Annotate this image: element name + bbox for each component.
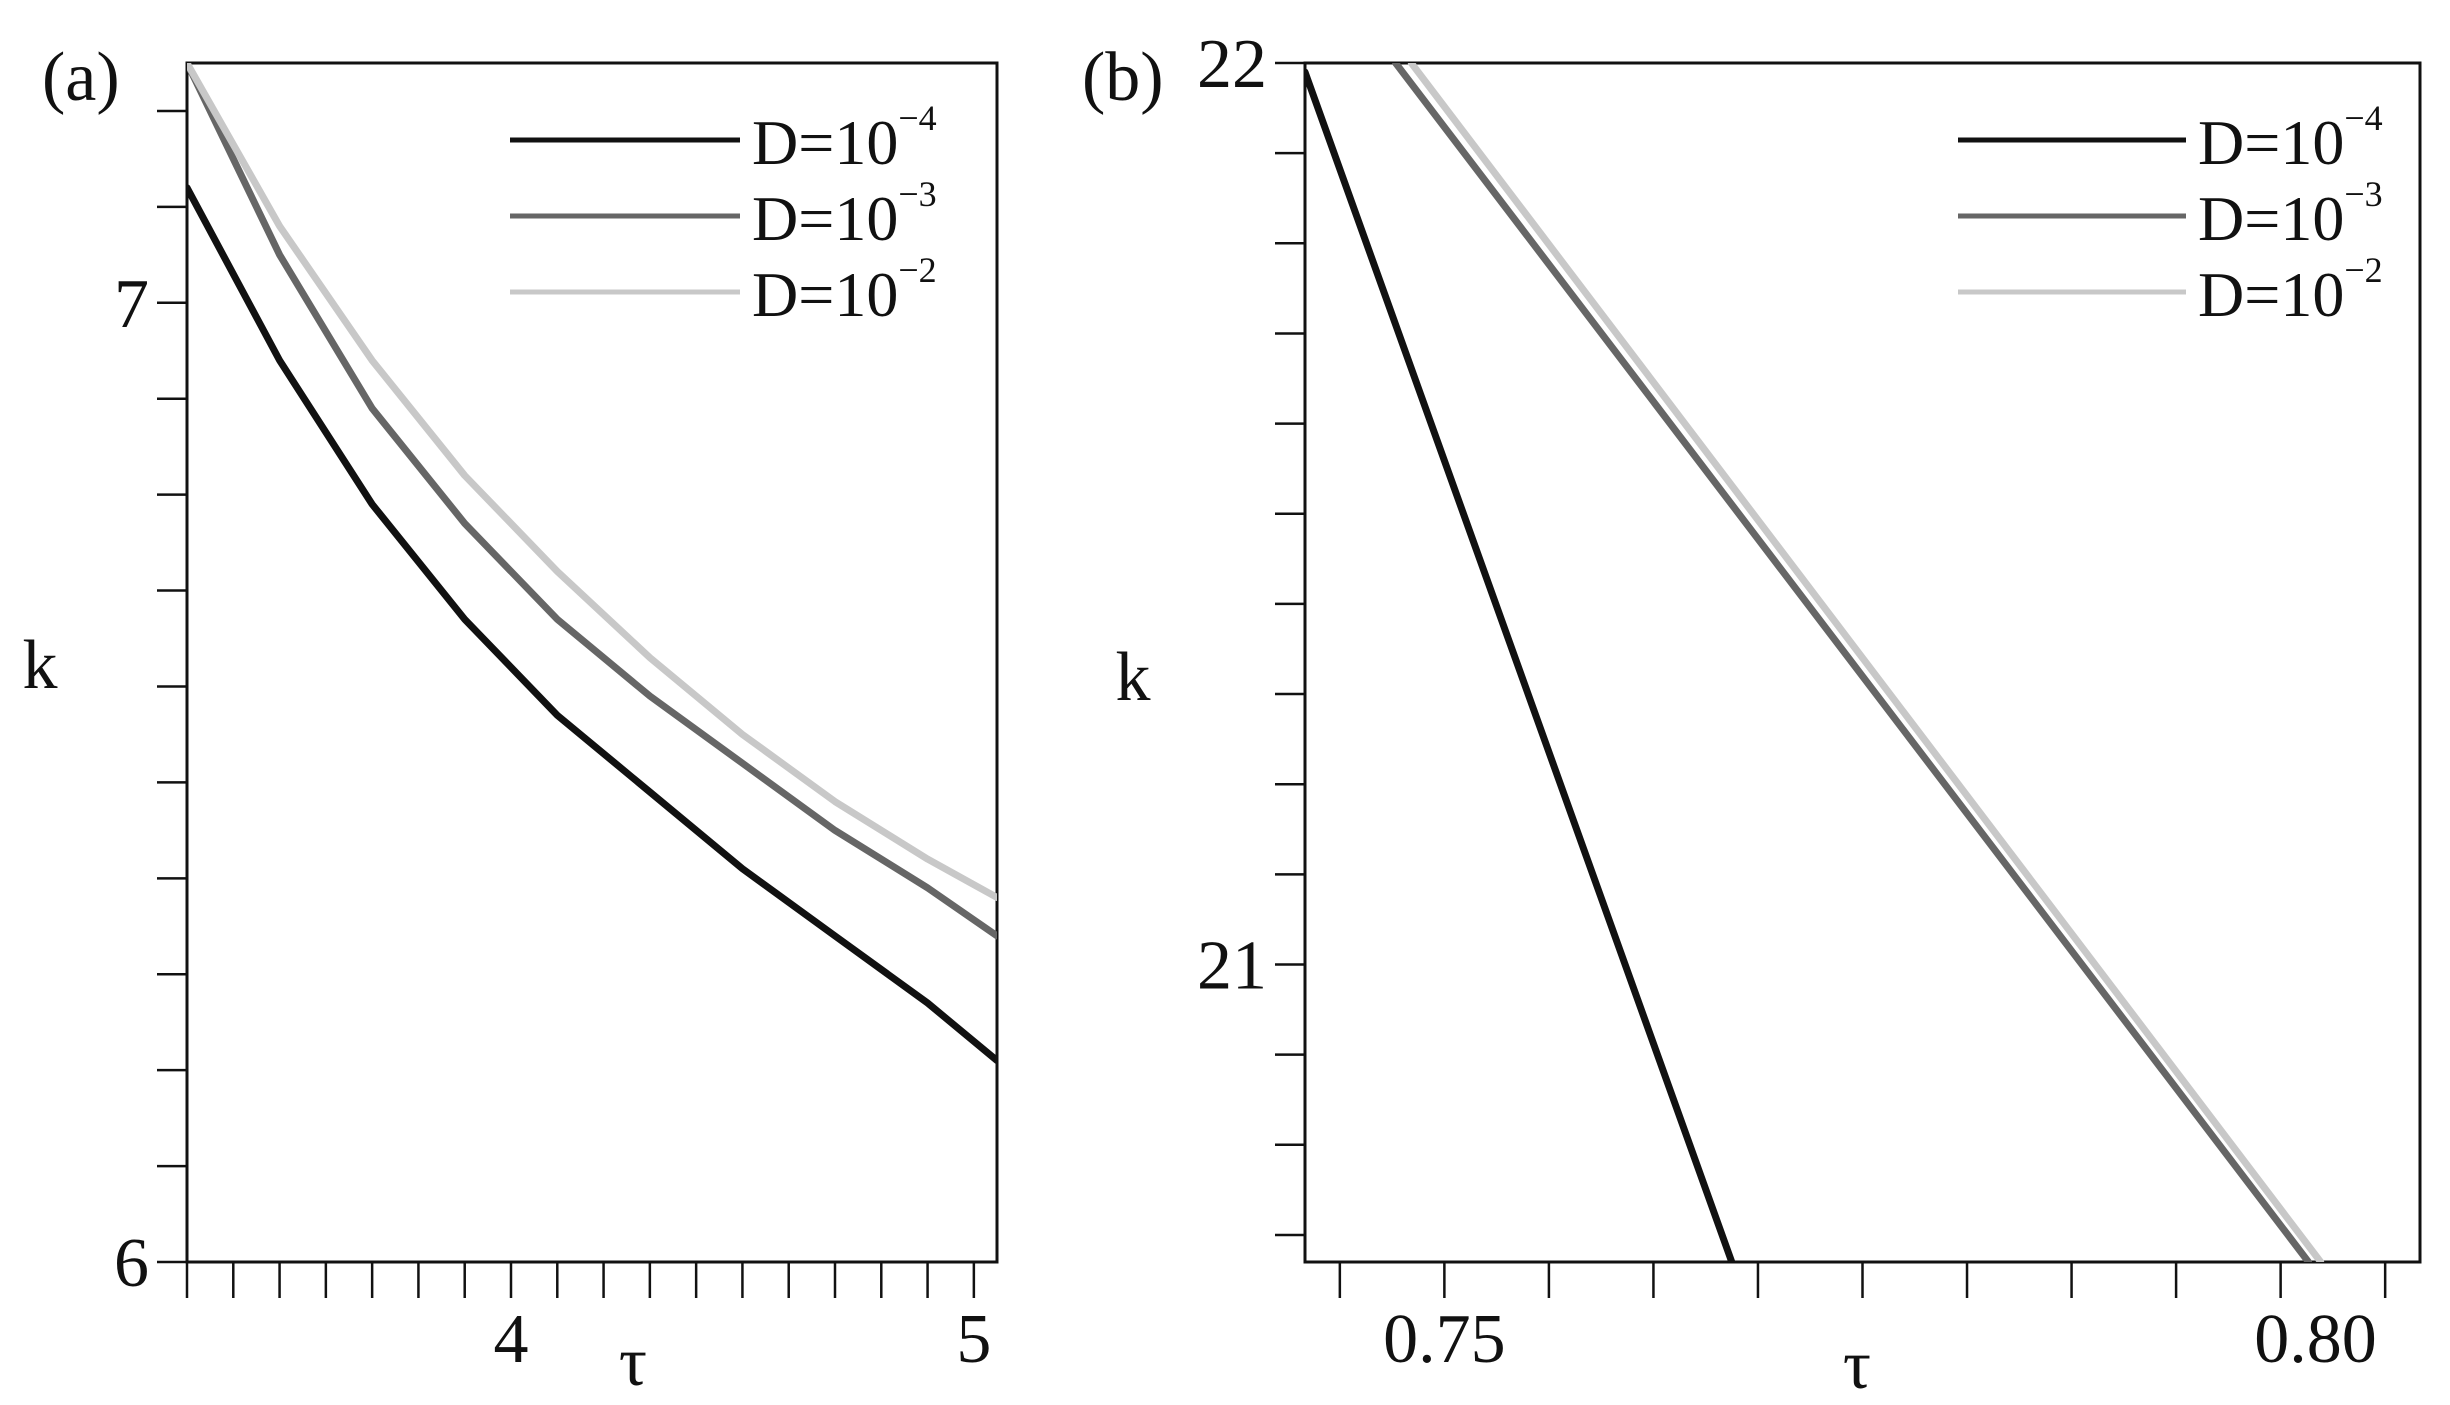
panel-a-y-axis-label: k [23,627,58,704]
panel-b-series-line-3 [1407,63,2325,1262]
panel-a-x-tick-label: 5 [956,1301,991,1378]
panel-a-series-line-2 [187,63,997,940]
panel-b-legend-entry-2: D=10−3 [2198,174,2383,254]
panel-a-label: (a) [42,39,120,116]
panel-b-legend-exponent-2: −3 [2344,174,2382,214]
panel-b-x-axis-label: τ [1843,1327,1871,1404]
panel-b-legend-entry-1: D=10−4 [2198,98,2383,178]
panel-b-label: (b) [1082,39,1164,116]
panel-a-plot-frame [185,61,999,1264]
panel-a-series-line-3 [187,63,997,901]
panel-a-legend-text-2: D=10 [752,183,898,254]
panel-a-series-line-1 [187,184,997,1065]
panel-a-x-tick-label: 4 [494,1301,529,1378]
panel-b-legend-entry-3: D=10−2 [2198,250,2383,330]
panel-b-legend-text-2: D=10 [2198,183,2344,254]
panel-a-legend-exponent-1: −4 [898,98,936,138]
panel-b-legend-text-1: D=10 [2198,107,2344,178]
panel-b-y-tick-label: 22 [1197,26,1267,103]
panel-a-series-group [187,63,997,1065]
panel-a-legend-exponent-2: −3 [898,174,936,214]
panel-b-series-group [1305,63,2325,1262]
panel-a-y-tick-label: 7 [114,266,149,343]
panel-a-legend-text-3: D=10 [752,259,898,330]
panel-b-legend-text-3: D=10 [2198,259,2344,330]
panel-b-legend-exponent-3: −2 [2344,250,2382,290]
panel-b-legend: D=10−4D=10−3D=10−2 [1958,98,2383,330]
panel-a-legend: D=10−4D=10−3D=10−2 [510,98,937,330]
panel-a-legend-text-1: D=10 [752,107,898,178]
panel-a-y-tick-label: 6 [114,1225,149,1302]
panel-b-y-axis-label: k [1116,639,1151,716]
panel-b-y-tick-label: 21 [1197,928,1267,1005]
panel-b-series-line-2 [1392,63,2312,1262]
panel-a-legend-entry-2: D=10−3 [752,174,937,254]
panel-b-x-tick-label: 0.80 [2254,1301,2377,1378]
panel-b-legend-exponent-1: −4 [2344,98,2382,138]
panel-a-legend-exponent-3: −2 [898,250,936,290]
panel-b-series-line-1 [1305,68,1736,1262]
panel-a-legend-entry-1: D=10−4 [752,98,937,178]
panel-a-legend-entry-3: D=10−2 [752,250,937,330]
panel-b-x-tick-label: 0.75 [1383,1301,1506,1378]
panel-a-x-axis-label: τ [619,1324,647,1401]
